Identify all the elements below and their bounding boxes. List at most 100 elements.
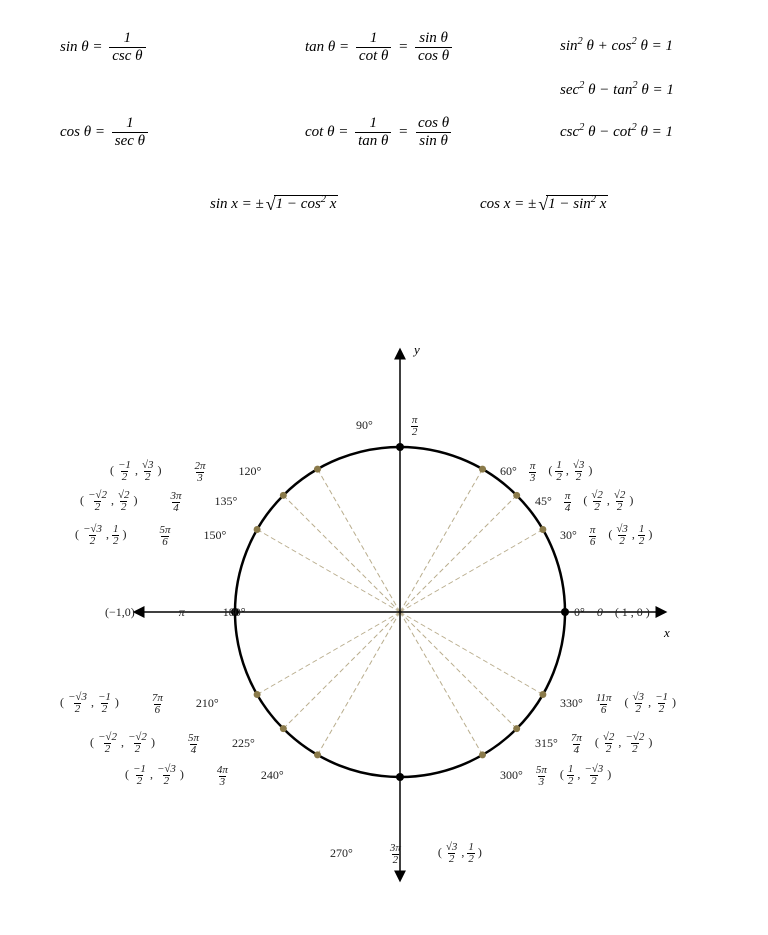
page: { "colors": { "background": "#ffffff", "…	[0, 0, 768, 935]
eq-lhs: cos x	[480, 196, 510, 213]
angle-radian: 4π3	[216, 762, 229, 788]
identity-cot: cot θ = 1 tan θ = cos θ sin θ	[305, 115, 455, 151]
eq-pm: ±	[528, 196, 536, 213]
angle-radian: 2π3	[193, 458, 206, 484]
angle-radian: 3π4	[170, 488, 183, 514]
eq-equals: =	[89, 39, 107, 56]
eq-equals: =	[394, 124, 412, 141]
angle-degree: 0°	[574, 605, 585, 620]
angle-label: 270°3π2( √32 , 12 )	[330, 840, 482, 866]
angle-coord: ( √32 , 12 )	[608, 524, 652, 547]
angle-label: 30° π6 ( √32 , 12 )	[560, 522, 652, 548]
identities-block: sin θ = 1 csc θ cos θ = 1 sec θ tan θ = …	[40, 20, 728, 300]
angle-coord: ( 1 , 0 )	[615, 605, 650, 620]
angle-label: 315° 7π4 ( √22 , −√22 )	[535, 730, 652, 756]
angle-coord: ( −√32 , −12 )	[60, 692, 119, 715]
angle-label: 330° 11π6 ( √32 , −12 )	[560, 690, 676, 716]
angle-degree: 240°	[261, 768, 284, 783]
angle-radian: 7π6	[151, 690, 164, 716]
angle-coord: ( −√32 , 12 )	[75, 524, 126, 547]
eq-frac-b: sin θ cos θ	[415, 30, 452, 66]
angle-degree: 90°	[356, 418, 373, 433]
angle-degree: 210°	[196, 696, 219, 711]
radicand: 1 − sin2 x	[546, 195, 608, 213]
eq-pm: ±	[256, 196, 264, 213]
eq-frac: 1 csc θ	[109, 30, 145, 66]
angle-radian: 5π6	[158, 522, 171, 548]
angle-radian: π4	[564, 488, 572, 514]
identity-pyth1: sin2 θ + cos2 θ = 1	[560, 38, 673, 55]
identity-pyth2: sec2 θ − tan2 θ = 1	[560, 82, 674, 99]
angle-radian: 11π6	[595, 690, 613, 716]
angle-label: ( −√22 , √22 ) 3π4 135°	[80, 488, 270, 514]
angle-radian: 5π3	[535, 762, 548, 788]
angle-coord: (−1,0)	[105, 605, 135, 620]
angle-radian: π2	[411, 412, 419, 438]
angle-degree: 330°	[560, 696, 583, 711]
angle-label: 60° π3 ( 12 , √32 )	[500, 458, 592, 484]
angle-radian: 5π4	[187, 730, 200, 756]
angle-radian: π	[179, 605, 185, 620]
eq-lhs: sin x	[210, 196, 238, 213]
eq-frac: 1 sec θ	[112, 115, 148, 151]
sqrt: √ 1 − cos2 x	[266, 195, 339, 213]
angle-coord: ( √22 , −√22 )	[595, 732, 653, 755]
angle-degree: 180°	[223, 605, 246, 620]
angle-radian: 7π4	[570, 730, 583, 756]
radicand: 1 − cos2 x	[274, 195, 339, 213]
angle-coord: ( −√22 , √22 )	[80, 490, 138, 513]
angle-label: ( −√22 , −√22 )5π4225°	[90, 730, 280, 756]
angle-degree: 120°	[239, 464, 262, 479]
eq-text: sin2 θ + cos2 θ = 1	[560, 38, 673, 55]
angle-coord: ( √22 , √22 )	[583, 490, 633, 513]
eq-lhs: tan θ	[305, 39, 335, 56]
angle-coord: ( 12 , √32 )	[548, 460, 592, 483]
eq-frac-a: 1 tan θ	[355, 115, 391, 151]
eq-equals: =	[238, 196, 256, 213]
eq-equals: =	[91, 124, 109, 141]
axis-label-x: x	[664, 625, 670, 641]
angle-degree: 30°	[560, 528, 577, 543]
angle-label: (−1,0) π 180°	[105, 605, 246, 620]
identity-sinx: sin x = ± √ 1 − cos2 x	[210, 195, 338, 213]
eq-lhs: sin θ	[60, 39, 89, 56]
eq-lhs: cot θ	[305, 124, 334, 141]
eq-equals: =	[334, 124, 352, 141]
eq-text: csc2 θ − cot2 θ = 1	[560, 124, 673, 141]
angle-coord: ( √32 , −12 )	[625, 692, 676, 715]
angle-degree: 150°	[203, 528, 226, 543]
angle-degree: 45°	[535, 494, 552, 509]
angle-label: ( −√32 , 12 ) 5π6 150°	[75, 522, 265, 548]
angle-radian: 3π2	[389, 840, 402, 866]
eq-equals: =	[335, 39, 353, 56]
angle-coord: ( 12 , −√32 )	[560, 764, 611, 787]
angle-label: ( −12 , −√32 ) 4π3 240°	[125, 762, 315, 788]
angle-degree: 300°	[500, 768, 523, 783]
angle-radian: 0	[597, 605, 603, 620]
sqrt: √ 1 − sin2 x	[538, 195, 608, 213]
angle-degree: 315°	[535, 736, 558, 751]
angle-coord: ( −12 , −√32 )	[125, 764, 184, 787]
angle-degree: 225°	[232, 736, 255, 751]
angle-label: 0° 0 ( 1 , 0 )	[574, 605, 650, 620]
angle-label: ( −12 , √32 )2π3120°	[110, 458, 300, 484]
axis-label-y: y	[414, 342, 420, 358]
eq-frac-a: 1 cot θ	[356, 30, 391, 66]
angle-label: ( −√32 , −12 ) 7π6 210°	[60, 690, 250, 716]
identity-cosx: cos x = ± √ 1 − sin2 x	[480, 195, 608, 213]
identity-pyth3: csc2 θ − cot2 θ = 1	[560, 124, 673, 141]
identity-tan: tan θ = 1 cot θ = sin θ cos θ	[305, 30, 455, 66]
identity-cos-sec: cos θ = 1 sec θ	[60, 115, 151, 151]
angle-degree: 60°	[500, 464, 517, 479]
eq-equals: =	[510, 196, 528, 213]
eq-text: sec2 θ − tan2 θ = 1	[560, 82, 674, 99]
angle-radian: π6	[589, 522, 597, 548]
angle-degree: 135°	[215, 494, 238, 509]
eq-lhs: cos θ	[60, 124, 91, 141]
angle-label: 90° π2	[356, 412, 418, 438]
angle-degree: 270°	[330, 846, 353, 861]
identity-sin-csc: sin θ = 1 csc θ	[60, 30, 149, 66]
unit-circle: y x 0° 0 ( 1 , 0 ) 30° π6 ( √32 , 12 ) 45° π4 ( …	[0, 340, 768, 900]
eq-frac-b: cos θ sin θ	[415, 115, 452, 151]
angle-radian: π3	[529, 458, 537, 484]
